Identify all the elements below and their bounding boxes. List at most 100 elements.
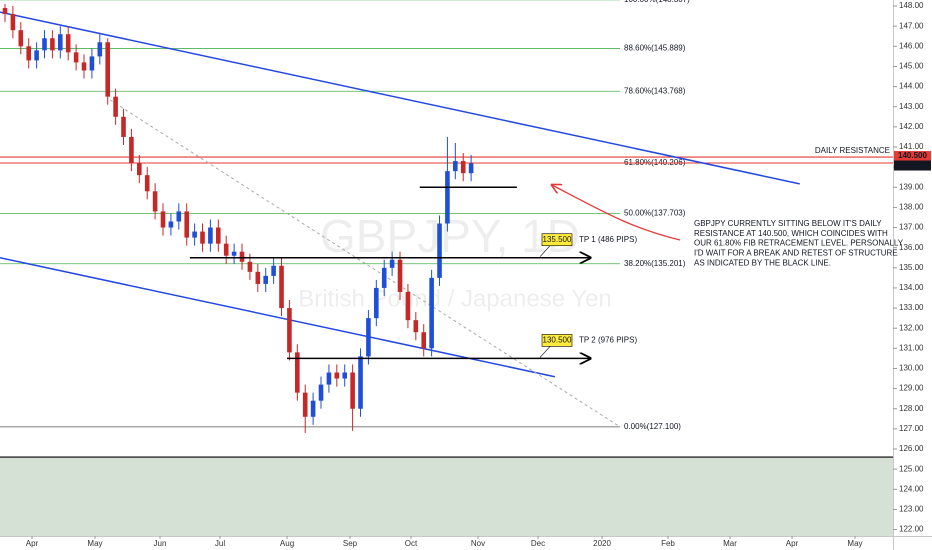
candle-body [200,231,205,244]
fib-label: 50.00%(137.703) [624,208,686,217]
candle-body [421,332,427,349]
candle-body [279,265,284,309]
price-tag [894,151,931,162]
y-tick-label: 130.00 [899,364,924,373]
fib-label: 88.60%(145.889) [624,44,686,53]
candle-body [263,275,269,284]
y-tick-label: 122.00 [899,525,924,534]
y-tick-label: 125.00 [899,464,924,473]
note-line: GBPJPY CURRENTLY SITTING BELOW IT'S DAIL… [694,219,882,228]
x-tick-label: Jun [154,539,167,548]
y-tick-label: 138.00 [899,203,924,212]
candle-body [429,277,434,349]
y-tick-label: 128.00 [899,404,924,413]
candle-body [271,265,276,276]
price-tag-label: 140.500 [898,151,927,160]
y-tick-label: 139.00 [899,182,924,191]
trendline [0,256,556,378]
candle-body [121,116,126,137]
candle-body [366,318,371,357]
x-tick-label: Mar [723,539,737,548]
y-tick-label: 126.00 [899,444,924,453]
target-label: TP 1 (486 PIPS) [579,235,637,244]
note-line: AS INDICATED BY THE BLACK LINE. [694,258,831,267]
target-price: 130.500 [543,336,572,345]
candle-body [381,267,387,288]
trendline [0,11,800,185]
candle-body [97,42,103,57]
fib-label: 100.00%(148.307) [624,0,690,4]
candle-body [334,372,340,379]
candle-body [223,243,229,256]
candle-body [318,384,324,401]
x-tick-label: Nov [471,539,485,548]
candle-body [105,42,111,97]
candle-body [152,191,158,212]
target-box [541,233,573,247]
candle-body [342,372,348,379]
candle-body [445,171,450,224]
x-tick-label: Apr [26,539,39,548]
fib-label: 0.00%(127.100) [624,422,681,431]
candle-body [42,38,47,51]
candle-body [468,163,474,174]
y-tick-label: 144.00 [899,82,924,91]
y-tick-label: 145.00 [899,62,924,71]
y-tick-label: 148.00 [899,1,924,10]
y-tick-label: 133.00 [899,303,924,312]
candle-body [208,227,213,244]
candle-body [137,163,142,176]
candle-body [413,320,419,333]
candle-body [65,34,71,53]
y-tick-label: 146.00 [899,41,924,50]
x-tick-label: May [87,539,102,548]
target-label: TP 2 (976 PIPS) [579,336,637,345]
note: GBPJPY CURRENTLY SITTING BELOW IT'S DAIL… [694,219,904,267]
y-tick-label: 136.00 [899,243,924,252]
y-tick-label: 134.00 [899,283,924,292]
candle-body [302,392,308,417]
candle-body [18,30,24,47]
y-tick-label: 131.00 [899,343,924,352]
candle-body [350,372,355,409]
candle-body [255,271,261,284]
price-tag-label: 140.179 [898,161,927,170]
candle-body [58,34,63,51]
x-tick-label: May [847,539,862,548]
x-tick-label: Jul [215,539,225,548]
candle-body [437,223,442,278]
y-tick-label: 141.00 [899,142,924,151]
x-tick-label: 2020 [593,539,611,548]
target-box [541,334,573,347]
candle-body [192,231,197,238]
candle-body [113,96,118,117]
y-tick-label: 142.00 [899,122,924,131]
candle-body [295,352,300,393]
x-tick-label: Feb [661,539,675,548]
candle-body [168,221,174,228]
y-tick-label: 132.00 [899,323,924,332]
fib-label: 38.20%(135.201) [624,259,686,268]
shaded-zone [0,457,893,536]
candle-body [73,52,79,63]
x-tick-label: Aug [280,539,294,548]
candle-body [144,175,150,192]
fib-label: 78.60%(143.768) [624,86,686,95]
watermark-description: British Pound / Japanese Yen [298,285,612,312]
candle-body [239,251,245,262]
target-pointer [539,245,551,257]
x-tick-label: Oct [405,539,418,548]
price-tag [894,160,931,171]
note-line: RESISTANCE AT 140.500, WHICH COINCIDES W… [694,229,888,238]
y-tick-label: 143.00 [899,102,924,111]
candle-body [10,14,16,31]
candle-body [453,161,458,172]
x-tick-label: Apr [786,539,799,548]
candle-body [176,211,182,222]
candle-body [50,38,55,51]
candle-body [389,259,395,268]
candle-body [81,62,87,71]
candle-body [405,291,411,321]
candle-body [460,161,466,174]
y-tick-label: 137.00 [899,223,924,232]
